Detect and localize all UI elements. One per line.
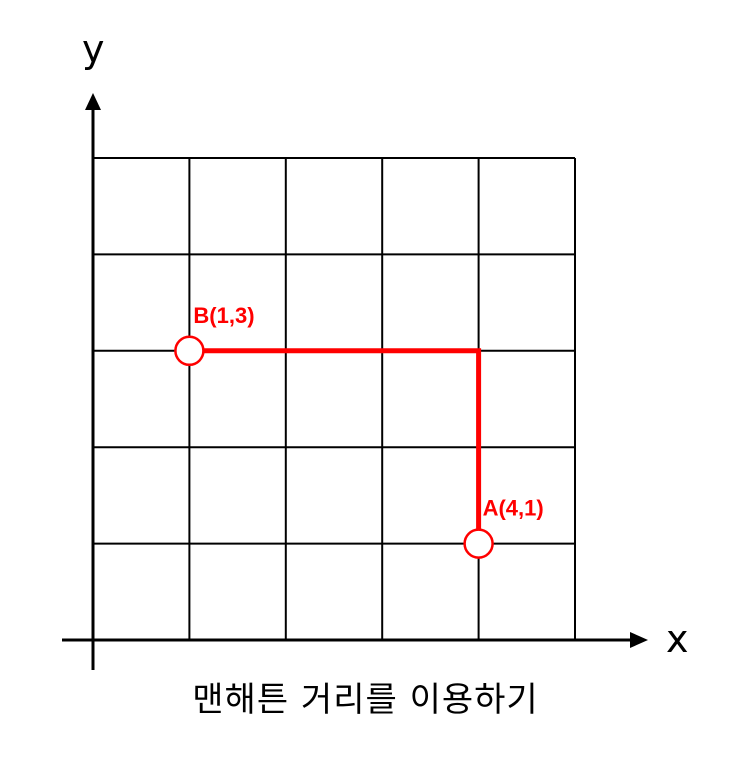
x-axis-label: x xyxy=(666,617,689,661)
y-axis: y xyxy=(82,27,105,670)
grid xyxy=(92,157,576,641)
point-label: B(1,3) xyxy=(193,303,254,328)
points: B(1,3) A(4,1) xyxy=(174,303,544,559)
point-marker xyxy=(174,335,205,367)
y-axis-arrowhead xyxy=(85,93,101,110)
x-axis-arrowhead xyxy=(630,632,648,648)
manhattan-path xyxy=(189,348,482,544)
point-label: A(4,1) xyxy=(483,496,544,521)
x-axis: x xyxy=(62,617,689,661)
point-marker xyxy=(463,528,494,559)
y-axis-label: y xyxy=(82,27,105,71)
caption: 맨해튼 거리를 이용하기 xyxy=(192,680,539,720)
